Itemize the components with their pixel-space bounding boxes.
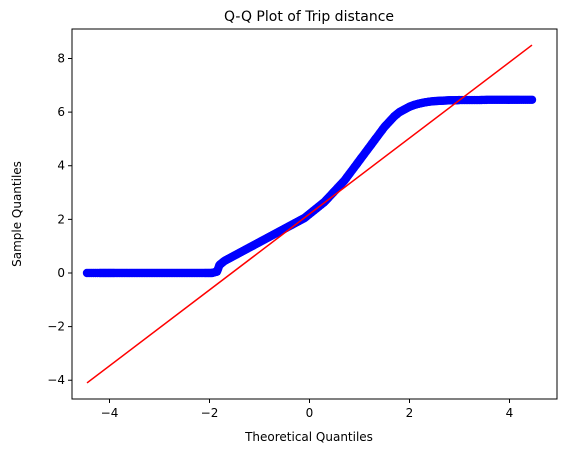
x-tick-label: 4 (506, 406, 514, 420)
y-axis: −4 −2 0 2 4 6 8 (47, 51, 72, 387)
reference-line (87, 45, 532, 383)
y-tick-label: 0 (57, 266, 65, 280)
y-axis-label: Sample Quantiles (10, 161, 24, 267)
y-tick-label: 6 (57, 105, 65, 119)
x-tick-label: −2 (201, 406, 219, 420)
x-axis-label: Theoretical Quantiles (244, 430, 373, 444)
y-tick-label: −4 (47, 373, 65, 387)
x-tick-label: 2 (406, 406, 414, 420)
y-tick-label: −2 (47, 320, 65, 334)
data-point (528, 96, 536, 104)
chart-title: Q-Q Plot of Trip distance (224, 9, 394, 25)
x-axis: −4 −2 0 2 4 (101, 399, 514, 420)
y-tick-label: 4 (57, 159, 65, 173)
y-tick-label: 8 (57, 51, 65, 65)
x-tick-label: −4 (101, 406, 119, 420)
y-tick-label: 2 (57, 212, 65, 226)
x-tick-label: 0 (306, 406, 314, 420)
